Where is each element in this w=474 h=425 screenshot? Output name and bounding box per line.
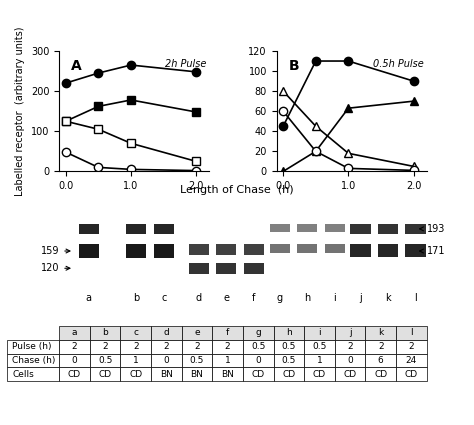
FancyBboxPatch shape — [189, 263, 209, 274]
FancyBboxPatch shape — [216, 263, 237, 274]
Text: 193: 193 — [419, 224, 445, 234]
Text: B: B — [289, 60, 299, 74]
Text: k: k — [385, 293, 391, 303]
FancyBboxPatch shape — [154, 224, 174, 234]
FancyBboxPatch shape — [270, 244, 290, 253]
FancyBboxPatch shape — [405, 224, 426, 234]
FancyBboxPatch shape — [325, 244, 345, 253]
Text: l: l — [414, 293, 417, 303]
Text: 120: 120 — [41, 263, 70, 273]
Text: h: h — [304, 293, 310, 303]
FancyBboxPatch shape — [189, 244, 209, 255]
Text: 171: 171 — [419, 246, 445, 256]
FancyBboxPatch shape — [79, 244, 99, 258]
Text: e: e — [223, 293, 229, 303]
Text: a: a — [86, 293, 91, 303]
FancyBboxPatch shape — [378, 244, 398, 257]
Text: A: A — [71, 60, 82, 74]
FancyBboxPatch shape — [325, 224, 345, 232]
Y-axis label: Labelled receptor  (arbitrary units): Labelled receptor (arbitrary units) — [16, 26, 26, 196]
FancyBboxPatch shape — [244, 263, 264, 274]
FancyBboxPatch shape — [297, 224, 317, 232]
FancyBboxPatch shape — [350, 224, 371, 234]
Text: i: i — [333, 293, 336, 303]
Text: Length of Chase  (h): Length of Chase (h) — [180, 185, 294, 195]
FancyBboxPatch shape — [126, 244, 146, 258]
FancyBboxPatch shape — [350, 244, 371, 257]
Text: b: b — [133, 293, 139, 303]
Text: d: d — [196, 293, 202, 303]
FancyBboxPatch shape — [126, 224, 146, 234]
Text: j: j — [359, 293, 362, 303]
Text: g: g — [277, 293, 283, 303]
Text: 159: 159 — [41, 246, 70, 256]
FancyBboxPatch shape — [154, 244, 174, 258]
Text: 0.5h Pulse: 0.5h Pulse — [373, 60, 424, 69]
FancyBboxPatch shape — [216, 244, 237, 255]
Text: f: f — [252, 293, 255, 303]
FancyBboxPatch shape — [297, 244, 317, 253]
Text: 2h Pulse: 2h Pulse — [165, 60, 206, 69]
FancyBboxPatch shape — [79, 224, 99, 234]
FancyBboxPatch shape — [405, 244, 426, 257]
FancyBboxPatch shape — [378, 224, 398, 234]
FancyBboxPatch shape — [244, 244, 264, 255]
FancyBboxPatch shape — [270, 224, 290, 232]
Text: c: c — [161, 293, 167, 303]
